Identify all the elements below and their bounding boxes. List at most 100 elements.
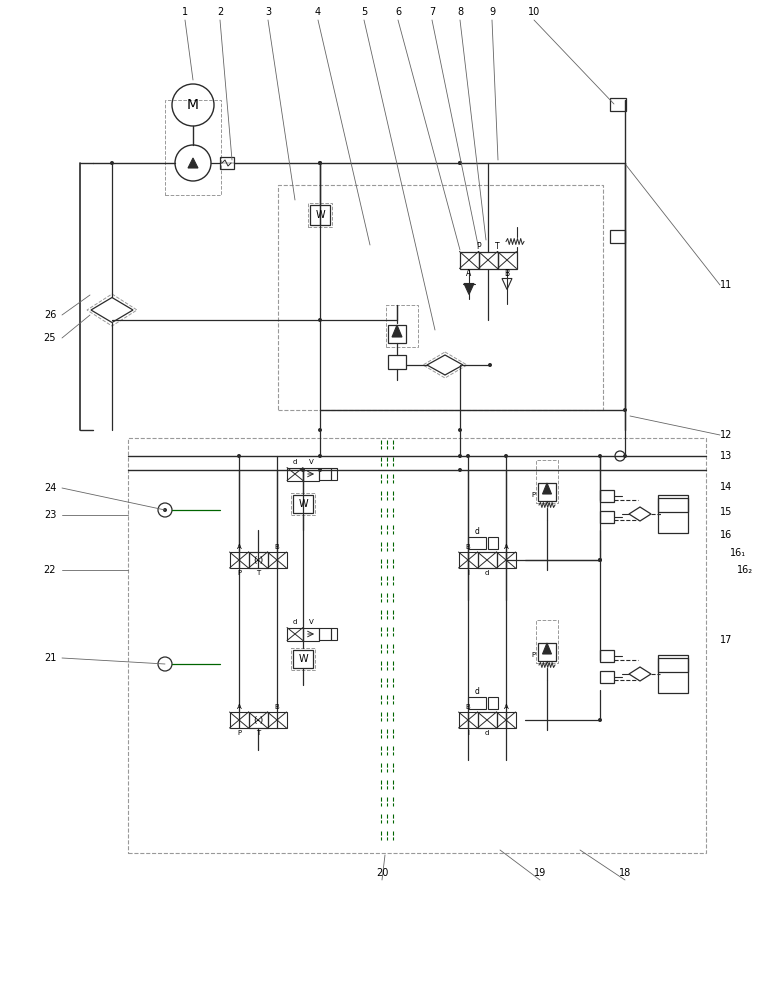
Text: A: A [466,269,472,278]
Circle shape [458,468,462,472]
Bar [287,628,303,641]
Text: 16: 16 [720,530,732,540]
Circle shape [318,161,322,165]
Circle shape [458,161,462,165]
Circle shape [237,454,241,458]
Text: V: V [309,619,313,626]
Polygon shape [188,158,198,168]
Bar [468,537,486,549]
Text: B: B [504,269,510,278]
Bar [229,712,248,728]
Bar [291,493,315,515]
Bar [459,552,478,568]
Bar [478,712,497,728]
Bar [459,251,479,268]
Polygon shape [392,325,402,337]
Bar [478,552,497,568]
Text: 25: 25 [43,333,56,343]
Bar [278,185,603,410]
Bar [331,468,337,480]
Text: 5: 5 [361,7,367,17]
Text: 8: 8 [457,7,463,17]
Text: 3: 3 [265,7,271,17]
Bar [386,305,418,347]
Text: W: W [298,499,308,509]
Bar [248,552,267,568]
Text: (-): (-) [253,556,263,564]
Text: 16₂: 16₂ [737,565,753,575]
Circle shape [318,428,322,432]
Circle shape [623,454,627,458]
Circle shape [466,454,470,458]
Bar [658,495,688,533]
Bar [319,628,331,640]
Text: A: A [504,544,508,550]
Text: 22: 22 [43,565,56,575]
Text: A: A [237,544,242,550]
Circle shape [318,318,322,322]
Circle shape [623,408,627,412]
Text: 15: 15 [720,507,732,517]
Bar [478,552,497,568]
Circle shape [598,454,602,458]
Text: d: d [475,688,479,696]
Bar [488,537,498,549]
Bar [388,355,406,369]
Bar [600,671,614,683]
Text: A: A [504,704,508,710]
Bar [468,697,486,709]
Bar [293,650,313,668]
Text: T: T [256,730,260,736]
Text: P: P [476,242,481,251]
Bar [658,498,688,512]
Circle shape [458,161,462,165]
Bar [267,552,287,568]
Circle shape [163,508,167,512]
Text: d: d [485,730,489,736]
Bar [478,712,497,728]
Bar [293,495,313,513]
Bar [267,712,287,728]
Text: T: T [256,570,260,576]
Text: d: d [475,528,479,536]
Text: 21: 21 [43,653,56,663]
Circle shape [598,558,602,562]
Circle shape [318,468,322,472]
Text: 10: 10 [528,7,540,17]
Bar [303,628,319,641]
Polygon shape [543,483,552,494]
Bar [248,552,267,568]
Text: A: A [237,704,242,710]
Text: 19: 19 [534,868,546,878]
Text: 17: 17 [720,635,732,645]
Circle shape [318,454,322,458]
Bar [536,620,558,663]
Text: d: d [293,619,297,626]
Bar [610,98,626,111]
Text: 6: 6 [395,7,401,17]
Circle shape [504,454,508,458]
Text: 1: 1 [182,7,188,17]
Bar [248,712,267,728]
Text: P: P [237,730,241,736]
Text: d: d [485,570,489,576]
Bar [488,697,498,709]
Bar [459,712,478,728]
Circle shape [598,558,602,562]
Bar [331,628,337,640]
Circle shape [301,468,305,472]
Bar [497,712,516,728]
Text: d: d [293,460,297,466]
Text: W: W [298,654,308,664]
Text: B: B [466,704,470,710]
Bar [658,655,688,693]
Text: 24: 24 [43,483,56,493]
Text: 20: 20 [376,868,388,878]
Text: 16₁: 16₁ [730,548,746,558]
Text: W: W [315,210,325,220]
Bar [303,468,319,481]
Text: 12: 12 [720,430,732,440]
Text: M: M [187,98,199,112]
Circle shape [598,718,602,722]
Text: T: T [495,242,500,251]
